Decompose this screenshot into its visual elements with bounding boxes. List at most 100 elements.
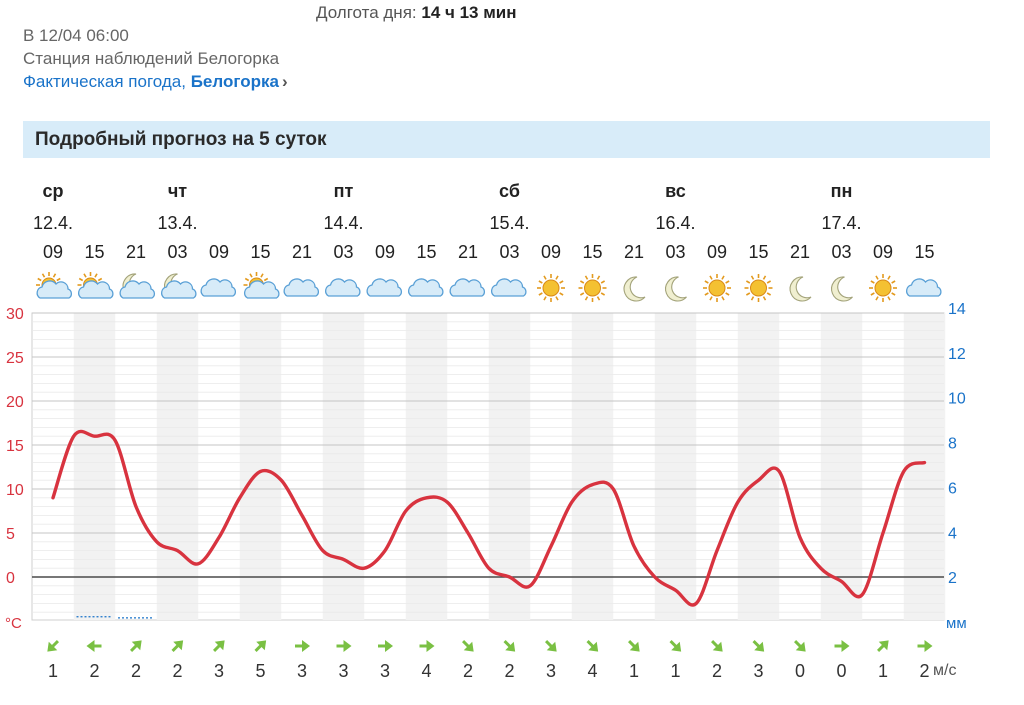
column-band bbox=[820, 313, 863, 620]
hour-label: 09 bbox=[873, 242, 893, 262]
precip-tick-label: 12 bbox=[948, 346, 966, 363]
sun-disc bbox=[542, 279, 560, 297]
sun-ray bbox=[555, 296, 559, 301]
wind-arrow-head bbox=[546, 641, 557, 652]
cloud-shape bbox=[244, 280, 280, 299]
temperature-series bbox=[51, 429, 927, 607]
wind-speed: 1 bbox=[629, 661, 639, 681]
moon-cloud-icon bbox=[119, 273, 156, 299]
wind-arrow-head bbox=[878, 640, 889, 651]
day-date: 16.4. bbox=[655, 213, 695, 233]
cloud-icon bbox=[325, 278, 361, 297]
wind-speed: 2 bbox=[919, 661, 929, 681]
hour-label: 09 bbox=[541, 242, 561, 262]
sun-icon bbox=[703, 274, 731, 302]
cloud-icon bbox=[366, 278, 403, 297]
sun-ray bbox=[891, 292, 896, 296]
moon-shape bbox=[623, 276, 646, 302]
temp-tick-label: 15 bbox=[6, 438, 24, 455]
wind-speed: 2 bbox=[172, 661, 182, 681]
wind-arrow-head bbox=[426, 640, 435, 652]
precipitation-marks bbox=[76, 616, 154, 619]
sun-ray bbox=[543, 296, 547, 301]
wind-arrow-head bbox=[505, 641, 516, 652]
moon-shape bbox=[665, 276, 687, 302]
hour-label: 09 bbox=[375, 242, 395, 262]
sun-ray bbox=[875, 296, 879, 301]
cloud-shape bbox=[119, 280, 156, 299]
wind-arrow-icon bbox=[254, 640, 267, 653]
wind-arrow-head bbox=[343, 640, 352, 652]
sun-ray bbox=[596, 275, 601, 280]
column-band bbox=[322, 313, 365, 620]
sun-ray bbox=[52, 273, 57, 278]
sun-ray bbox=[750, 296, 755, 301]
column-band bbox=[654, 313, 697, 620]
wind-speed: 3 bbox=[214, 661, 224, 681]
hour-label: 03 bbox=[665, 242, 685, 262]
wind-arrow-icon bbox=[86, 640, 102, 652]
wind-arrow-head bbox=[86, 640, 95, 652]
day-length: Долгота дня: 14 ч 13 мин bbox=[316, 3, 517, 23]
wind-speed: 2 bbox=[463, 661, 473, 681]
wind-arrow-icon bbox=[544, 639, 557, 652]
sun-ray bbox=[721, 296, 725, 301]
sun-ray bbox=[721, 275, 725, 280]
hour-label: 21 bbox=[624, 242, 644, 262]
sun-ray bbox=[745, 280, 751, 284]
hour-label: 03 bbox=[167, 242, 187, 262]
hour-label: 15 bbox=[914, 242, 934, 262]
wind-arrow-head bbox=[588, 641, 599, 652]
column-band bbox=[405, 313, 448, 620]
hour-label: 03 bbox=[333, 242, 353, 262]
wind-speed: 4 bbox=[587, 661, 597, 681]
hour-label: 03 bbox=[831, 242, 851, 262]
sun-ray bbox=[875, 275, 879, 280]
hour-label: 21 bbox=[292, 242, 312, 262]
cloud-icon bbox=[200, 278, 237, 297]
day-length-value: 14 ч 13 мин bbox=[421, 3, 517, 22]
column-band bbox=[488, 313, 531, 620]
column-band bbox=[737, 313, 780, 620]
cloud-shape bbox=[325, 278, 361, 297]
sun-ray bbox=[596, 296, 601, 301]
sun-ray bbox=[97, 277, 103, 282]
cloud-shape bbox=[200, 278, 237, 297]
wind-arrow-head bbox=[629, 641, 640, 652]
actual-weather-link[interactable]: Фактическая погода, Белогорка › bbox=[23, 72, 288, 92]
grid-lines bbox=[32, 312, 944, 613]
sun-ray bbox=[41, 273, 46, 278]
sun-cloud-icon bbox=[36, 272, 73, 299]
precip-tick-label: 8 bbox=[948, 436, 957, 453]
sun-ray bbox=[725, 292, 730, 296]
hour-label: 15 bbox=[748, 242, 768, 262]
actual-weather-city: Белогорка bbox=[190, 72, 279, 91]
sun-ray bbox=[83, 273, 87, 278]
wind-arrow-icon bbox=[627, 639, 640, 652]
wind-row: 1 2 2 2 3 5 3 3 3 4 2 2 3 4 1 1 2 3 0 0 1 2 м/с bbox=[47, 639, 956, 681]
column-band bbox=[73, 313, 116, 620]
temp-tick-label: 20 bbox=[6, 394, 24, 411]
wind-arrow-head bbox=[47, 641, 58, 652]
hour-label: 21 bbox=[126, 242, 146, 262]
wind-speed: 1 bbox=[670, 661, 680, 681]
sun-ray bbox=[249, 273, 253, 278]
cloud-shape bbox=[366, 278, 403, 297]
hour-labels: 09 15 21 03 09 15 21 03 09 15 21 03 09 15 21 03 09 15 21 03… bbox=[43, 242, 935, 262]
wind-speed: 2 bbox=[131, 661, 141, 681]
sun-cloud-icon bbox=[77, 272, 114, 299]
sun-icon bbox=[537, 274, 565, 302]
sun-ray bbox=[559, 280, 564, 284]
moon-shape bbox=[789, 276, 812, 302]
wind-arrow-icon bbox=[378, 640, 393, 652]
cloud-shape bbox=[283, 278, 320, 297]
sun-ray bbox=[579, 292, 585, 296]
wind-speed: 3 bbox=[338, 661, 348, 681]
wind-arrow-head bbox=[671, 641, 682, 652]
cloud-icon bbox=[449, 278, 486, 297]
day-name: вс bbox=[665, 181, 686, 201]
column-shading bbox=[31, 312, 946, 621]
hour-label: 15 bbox=[84, 242, 104, 262]
sun-ray bbox=[704, 280, 709, 284]
sun-ray bbox=[766, 292, 772, 296]
